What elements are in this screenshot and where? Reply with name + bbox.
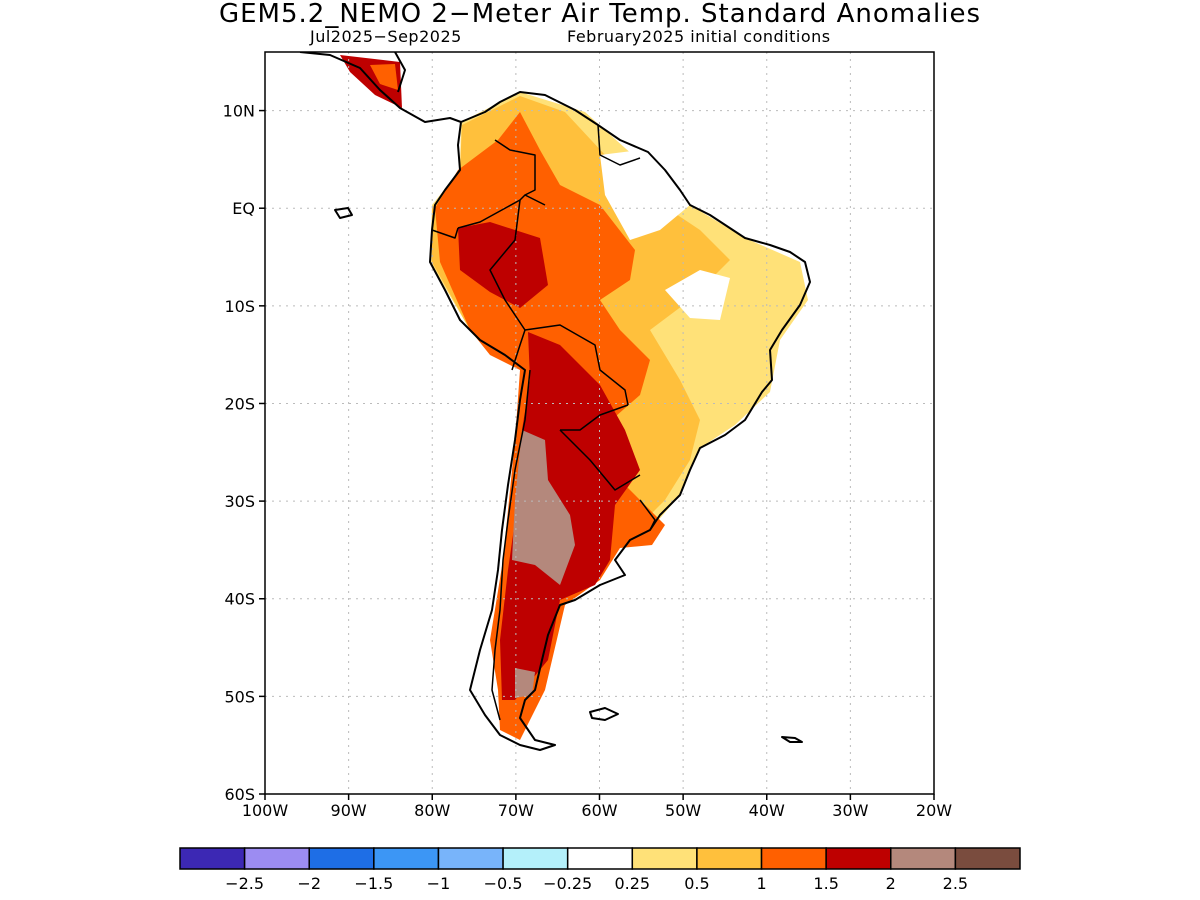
colorbar-label: −1.5 bbox=[354, 874, 393, 893]
colorbar-swatch bbox=[243, 847, 310, 870]
lon-label: 80W bbox=[414, 801, 450, 820]
anomaly-region-central-america-orange bbox=[370, 64, 398, 90]
colorbar-label: −0.5 bbox=[484, 874, 523, 893]
colorbar-label: 0.5 bbox=[684, 874, 709, 893]
border-paraguay-argentina bbox=[559, 429, 641, 491]
colorbar-swatch bbox=[890, 847, 957, 870]
lon-label: 40W bbox=[749, 801, 785, 820]
colorbar-swatch bbox=[437, 847, 504, 870]
border-colombia-venezuela bbox=[494, 139, 536, 196]
season-subtitle: Jul2025−Sep2025 bbox=[310, 27, 462, 46]
lon-label: 20W bbox=[916, 801, 952, 820]
colorbar-label: −2 bbox=[297, 874, 321, 893]
colorbar-swatch bbox=[179, 847, 246, 870]
border-chile-argentina bbox=[491, 369, 531, 721]
colorbar-swatch bbox=[502, 847, 569, 870]
anomaly-shading bbox=[340, 55, 808, 740]
border-peru-bolivia bbox=[511, 329, 526, 371]
colorbar-label: 1.5 bbox=[813, 874, 838, 893]
colorbar-label: 0.25 bbox=[614, 874, 650, 893]
colorbar-swatch bbox=[566, 847, 634, 870]
lon-label: 30W bbox=[832, 801, 868, 820]
colorbar-label: 2 bbox=[886, 874, 896, 893]
colorbar-swatch bbox=[373, 847, 440, 870]
graticule bbox=[265, 52, 934, 794]
coastline-south-america bbox=[429, 91, 811, 751]
lat-label: 10N bbox=[223, 102, 255, 121]
init-subtitle: February2025 initial conditions bbox=[567, 27, 831, 46]
border-brazil-uruguay bbox=[639, 499, 656, 531]
colorbar-label: −2.5 bbox=[225, 874, 264, 893]
border-guianas bbox=[597, 124, 641, 166]
map-title: GEM5.2_NEMO 2−Meter Air Temp. Standard A… bbox=[218, 0, 982, 29]
coastline-galapagos bbox=[334, 207, 353, 219]
colorbar-swatch bbox=[308, 847, 375, 870]
anomaly-region-very-strong bbox=[458, 222, 548, 308]
border-ecuador-peru bbox=[431, 227, 459, 239]
lat-label: 50S bbox=[224, 687, 255, 706]
lat-label: 20S bbox=[224, 394, 255, 413]
lon-label: 70W bbox=[498, 801, 534, 820]
lat-label: EQ bbox=[232, 199, 255, 218]
colorbar-swatch bbox=[954, 847, 1021, 870]
lat-label: 10S bbox=[224, 297, 255, 316]
lat-label: 30S bbox=[224, 492, 255, 511]
country-borders bbox=[431, 124, 656, 721]
colorbar-label: 1 bbox=[756, 874, 766, 893]
coastline-caribbean bbox=[394, 52, 406, 93]
coastline-south-georgia bbox=[781, 736, 803, 743]
colorbar-swatch bbox=[825, 847, 892, 870]
lon-label: 100W bbox=[242, 801, 289, 820]
colorbar: −2.5 −2 −1.5 −1 −0.5 −0.25 0.25 0.5 1 1.5 2 2.5 bbox=[179, 847, 1021, 893]
lon-label: 60W bbox=[581, 801, 617, 820]
colorbar-label: 2.5 bbox=[943, 874, 968, 893]
border-bolivia-paraguay bbox=[560, 404, 629, 431]
anomaly-region-neutral-north bbox=[600, 150, 690, 240]
lon-label: 50W bbox=[665, 801, 701, 820]
lat-label: 60S bbox=[224, 785, 255, 804]
colorbar-label: −0.25 bbox=[543, 874, 592, 893]
coastlines bbox=[299, 52, 811, 751]
border-bolivia-brazil bbox=[524, 324, 629, 406]
anomaly-region-extreme-south bbox=[515, 668, 535, 698]
coastline-falklands bbox=[589, 707, 619, 721]
lat-label: 40S bbox=[224, 590, 255, 609]
coastline-central-america bbox=[299, 52, 462, 123]
anomaly-region-extreme bbox=[512, 430, 575, 585]
colorbar-swatch bbox=[696, 847, 763, 870]
anomaly-region-neutral-east bbox=[665, 270, 730, 320]
colorbar-swatch bbox=[631, 847, 698, 870]
border-peru-brazil bbox=[489, 199, 526, 331]
colorbar-label: −1 bbox=[427, 874, 451, 893]
lon-label: 90W bbox=[331, 801, 367, 820]
colorbar-swatch bbox=[760, 847, 827, 870]
